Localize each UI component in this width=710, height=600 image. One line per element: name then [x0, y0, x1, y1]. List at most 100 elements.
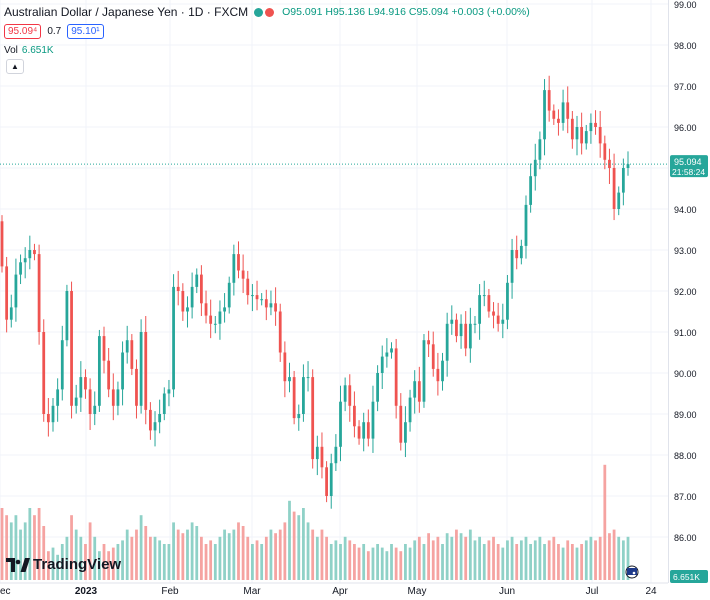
- candle-up: [538, 139, 542, 160]
- low-label: L: [367, 6, 374, 18]
- y-tick-label: 86.00: [674, 533, 697, 543]
- volume-bar: [172, 522, 175, 580]
- symbol-title[interactable]: Australian Dollar / Japanese Yen · 1D · …: [4, 5, 249, 19]
- candle-up: [478, 295, 482, 324]
- candle-up: [408, 397, 412, 423]
- volume-bar: [543, 544, 546, 580]
- candle-down: [237, 254, 240, 271]
- volume-legend[interactable]: Vol 6.651K: [4, 45, 54, 56]
- candle-down: [464, 323, 468, 349]
- candle-up: [468, 323, 472, 349]
- candle-down: [88, 389, 92, 414]
- volume-bar: [570, 544, 574, 580]
- candle-down: [612, 168, 616, 209]
- candle-up: [60, 340, 64, 390]
- candle-down: [557, 118, 560, 123]
- candle-up: [533, 159, 537, 177]
- volume-bar: [339, 544, 342, 580]
- volume-bar: [501, 547, 505, 580]
- volume-bar: [566, 540, 570, 580]
- candle-down: [292, 377, 296, 419]
- candle-up: [302, 377, 305, 414]
- candle-up: [97, 336, 101, 406]
- candle-up: [306, 377, 310, 379]
- candle-up: [621, 168, 625, 193]
- candle-up: [482, 295, 486, 297]
- candle-up: [213, 323, 217, 325]
- candle-down: [487, 295, 491, 312]
- candle-up: [339, 401, 342, 447]
- candle-up: [56, 389, 60, 406]
- candle-down: [278, 311, 282, 353]
- candle-up: [561, 102, 565, 123]
- volume-bar: [302, 508, 305, 580]
- candle-up: [195, 274, 199, 287]
- volume-bar: [255, 540, 259, 580]
- candle-down: [348, 385, 352, 406]
- symbol-legend[interactable]: Australian Dollar / Japanese Yen · 1D · …: [4, 5, 530, 19]
- volume-bar: [552, 536, 556, 580]
- candle-up: [218, 311, 222, 324]
- volume-bar: [167, 544, 171, 580]
- candle-down: [399, 405, 403, 443]
- x-tick-label: 2023: [75, 586, 98, 597]
- volume-bar: [533, 540, 537, 580]
- volume-bar: [357, 547, 361, 580]
- candle-down: [603, 143, 607, 160]
- volume-bar: [232, 529, 236, 580]
- volume-bar: [130, 536, 134, 580]
- candle-up: [376, 373, 379, 402]
- volume-bar: [589, 536, 593, 580]
- candle-up: [121, 352, 124, 390]
- volume-bar: [492, 536, 495, 580]
- candle-down: [455, 319, 458, 337]
- volume-bar: [626, 536, 630, 580]
- market-status-indicator[interactable]: [254, 7, 276, 17]
- volume-bar: [557, 544, 560, 580]
- candle-up: [167, 389, 171, 394]
- candle-up: [158, 414, 162, 423]
- candle-down: [241, 270, 245, 279]
- candle-up: [315, 446, 319, 460]
- candle-down: [325, 467, 328, 496]
- volume-bar: [455, 529, 458, 580]
- candle-up: [459, 323, 463, 337]
- candle-up: [413, 381, 417, 398]
- volume-bar: [223, 529, 226, 580]
- volume-bar: [404, 544, 407, 580]
- candle-down: [320, 446, 324, 468]
- candle-up: [227, 282, 231, 308]
- open-label: O: [282, 6, 291, 18]
- candle-down: [598, 127, 602, 144]
- tradingview-logo[interactable]: TradingView: [6, 556, 121, 573]
- candle-up: [74, 397, 78, 406]
- candle-down: [102, 336, 106, 361]
- sell-price-button[interactable]: 95.09⁴: [4, 24, 42, 39]
- volume-bar: [158, 540, 162, 580]
- y-tick-label: 93.00: [674, 246, 697, 256]
- candle-up: [186, 307, 189, 312]
- volume-bar: [70, 515, 73, 580]
- collapse-legend-button[interactable]: ▲: [6, 59, 24, 74]
- volume-bar: [93, 536, 97, 580]
- buy-price-button[interactable]: 95.10¹: [67, 24, 104, 39]
- candle-down: [144, 332, 148, 410]
- volume-bar: [306, 522, 310, 580]
- candle-down: [274, 303, 277, 312]
- candle-up: [524, 204, 528, 246]
- candle-up: [288, 377, 291, 382]
- candle-up: [575, 127, 579, 140]
- candle-down: [111, 389, 115, 406]
- volume-bar: [459, 533, 463, 580]
- candle-down: [436, 368, 440, 382]
- market-open-icon: [254, 7, 264, 17]
- x-tick-label: Jun: [499, 586, 515, 597]
- volume-bar: [487, 540, 491, 580]
- chart-grid: [0, 0, 668, 583]
- low-value: 94.916: [373, 6, 406, 18]
- logo-text: TradingView: [33, 556, 122, 573]
- candle-down: [135, 368, 138, 406]
- volume-bar: [237, 522, 240, 580]
